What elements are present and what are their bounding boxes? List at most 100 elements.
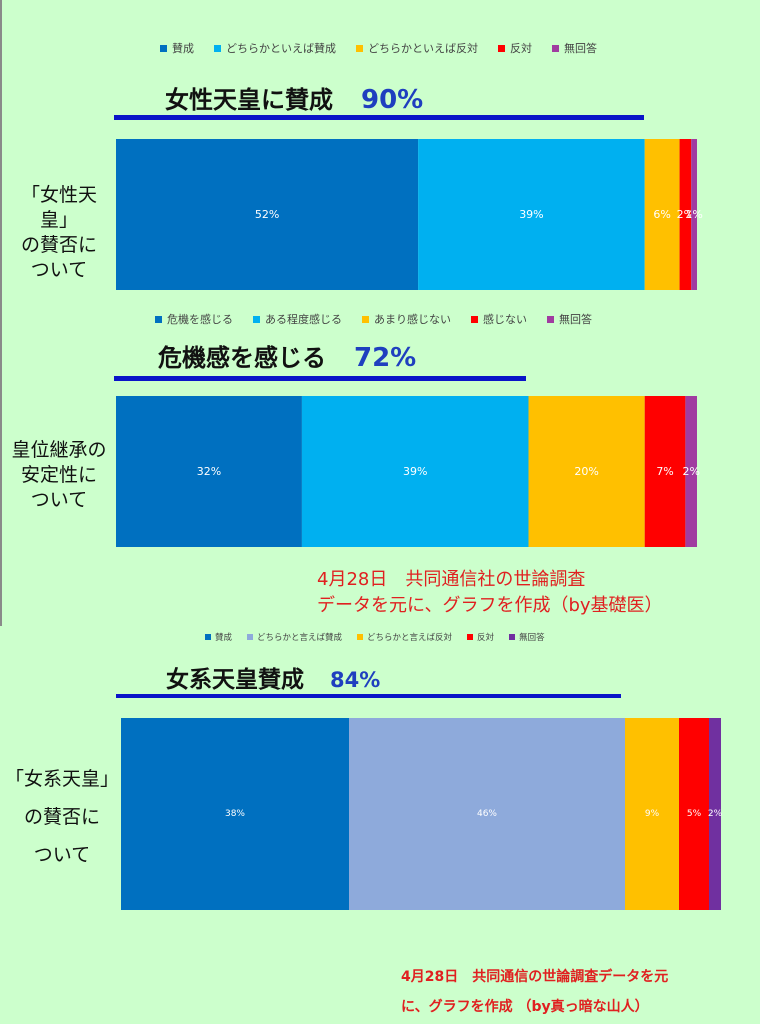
chart1-legend: 賛成 どちらかといえば賛成 どちらかといえば反対 反対 無回答 xyxy=(160,40,617,56)
bar-segment-5 xyxy=(709,718,721,910)
data-label: 20% xyxy=(574,465,598,478)
legend-label: 反対 xyxy=(477,633,495,643)
legend-label: どちらかといえば反対 xyxy=(368,42,478,55)
chart3-title-underline xyxy=(116,694,621,698)
legend-swatch xyxy=(547,315,554,323)
chart3-headline: 女系天皇賛成 84% xyxy=(166,660,380,694)
data-label: 52% xyxy=(255,208,279,221)
bar-segment-2 xyxy=(349,718,625,910)
chart2-title: 危機感を感じる xyxy=(158,344,326,372)
source-note-2: 4月28日 共同通信の世論調査データを元 に、グラフを作成 （by真っ暗な山人） xyxy=(401,962,668,1022)
data-label: 39% xyxy=(403,465,427,478)
legend-label: どちらかと言えば反対 xyxy=(367,633,453,643)
legend-item: 無回答 xyxy=(509,631,545,643)
legend-swatch xyxy=(247,634,254,640)
bar-segment-1 xyxy=(116,139,419,290)
bar-segment-1 xyxy=(121,718,349,910)
legend-item: 感じない xyxy=(471,311,527,327)
data-label: 6% xyxy=(653,208,670,221)
chart3-legend: 賛成 どちらかと言えば賛成 どちらかと言えば反対 反対 無回答 xyxy=(205,631,560,643)
legend-swatch xyxy=(155,315,162,323)
legend-item: どちらかと言えば反対 xyxy=(357,631,452,643)
chart2-category-label: 皇位継承の 安定性に ついて xyxy=(11,439,107,511)
chart3-title: 女系天皇賛成 xyxy=(166,667,304,693)
legend-swatch xyxy=(498,44,505,52)
legend-label: ある程度感じる xyxy=(265,313,342,326)
source-note-2-line1: 4月28日 共同通信の世論調査データを元 xyxy=(401,969,669,985)
legend-swatch xyxy=(509,634,516,640)
data-label: 7% xyxy=(656,465,673,478)
chart3-bar: 38% 46% 9% 5% 2% xyxy=(121,718,723,910)
data-label: 38% xyxy=(225,809,245,819)
chart1-category-label: 「女性天皇」 の賛否に ついて xyxy=(20,184,97,281)
chart2-bar: 32% 39% 20% 7% 2% xyxy=(116,396,700,547)
data-label: 2% xyxy=(682,465,699,478)
bar-segment-3 xyxy=(528,396,645,547)
bar-segment-1 xyxy=(116,396,302,547)
legend-item: 賛成 xyxy=(205,631,232,643)
data-label: 5% xyxy=(687,809,702,819)
legend-label: 無回答 xyxy=(564,42,597,55)
legend-swatch xyxy=(362,315,369,323)
chart1-title-percent: 90% xyxy=(361,85,424,115)
legend-label: 反対 xyxy=(510,42,532,55)
legend-swatch xyxy=(356,44,363,52)
legend-item: どちらかと言えば賛成 xyxy=(247,631,342,643)
legend-swatch xyxy=(467,634,474,640)
data-label: 2% xyxy=(677,208,694,221)
legend-item: どちらかといえば反対 xyxy=(356,40,478,56)
chart1-title-underline xyxy=(114,115,644,120)
bar-segment-2 xyxy=(418,139,645,290)
legend-label: 無回答 xyxy=(559,313,592,326)
source-note-1-line2: データを元に、グラフを作成（by基礎医） xyxy=(317,595,663,616)
legend-label: 危機を感じる xyxy=(167,313,233,326)
chart1-title: 女性天皇に賛成 xyxy=(165,86,333,114)
source-note-2-line2: に、グラフを作成 （by真っ暗な山人） xyxy=(401,999,649,1015)
chart3-category-label: 「女系天皇」 の賛否に ついて xyxy=(4,768,119,866)
legend-item: 危機を感じる xyxy=(155,311,233,327)
chart2-headline: 危機感を感じる 72% xyxy=(158,338,416,373)
chart1-bar: 52% 39% 6% 2%1% xyxy=(116,139,703,290)
data-label: 39% xyxy=(519,208,543,221)
legend-swatch xyxy=(214,44,221,52)
chart2-title-underline xyxy=(114,376,526,381)
legend-label: 賛成 xyxy=(172,42,194,55)
legend-label: あまり感じない xyxy=(374,313,451,326)
bar-segment-4 xyxy=(679,718,709,910)
data-label: 32% xyxy=(197,465,221,478)
bar-segment-5 xyxy=(685,396,697,547)
data-label: 1% xyxy=(685,208,702,221)
bar-segment-3 xyxy=(644,139,680,290)
legend-item: ある程度感じる xyxy=(253,311,342,327)
chart3-title-percent: 84% xyxy=(330,668,381,692)
chart2-legend: 危機を感じる ある程度感じる あまり感じない 感じない 無回答 xyxy=(155,311,612,327)
legend-label: どちらかと言えば賛成 xyxy=(257,633,343,643)
source-note-1: 4月28日 共同通信社の世論調査 データを元に、グラフを作成（by基礎医） xyxy=(317,567,663,619)
legend-swatch xyxy=(160,44,167,52)
bar-segment-3 xyxy=(625,718,679,910)
legend-swatch xyxy=(552,44,559,52)
legend-swatch xyxy=(253,315,260,323)
legend-item: 反対 xyxy=(467,631,494,643)
legend-item: 無回答 xyxy=(547,311,592,327)
legend-label: どちらかといえば賛成 xyxy=(226,42,336,55)
chart1-headline: 女性天皇に賛成 90% xyxy=(165,80,423,115)
legend-item: 賛成 xyxy=(160,40,194,56)
legend-swatch xyxy=(205,634,211,640)
source-note-1-line1: 4月28日 共同通信社の世論調査 xyxy=(317,569,586,590)
legend-item: あまり感じない xyxy=(362,311,451,327)
chart2-title-percent: 72% xyxy=(354,343,417,373)
legend-item: 反対 xyxy=(498,40,532,56)
legend-label: 賛成 xyxy=(215,633,233,643)
bar-segment-4 xyxy=(644,396,686,547)
legend-swatch xyxy=(357,634,364,640)
bar-segment-4 xyxy=(679,139,692,290)
data-label: 46% xyxy=(477,809,497,819)
bar-segment-2 xyxy=(301,396,529,547)
legend-label: 無回答 xyxy=(519,633,545,643)
data-label: 9% xyxy=(645,809,660,819)
legend-label: 感じない xyxy=(483,313,527,326)
legend-item: 無回答 xyxy=(552,40,597,56)
legend-swatch xyxy=(471,315,478,323)
bar-segment-5 xyxy=(691,139,697,290)
